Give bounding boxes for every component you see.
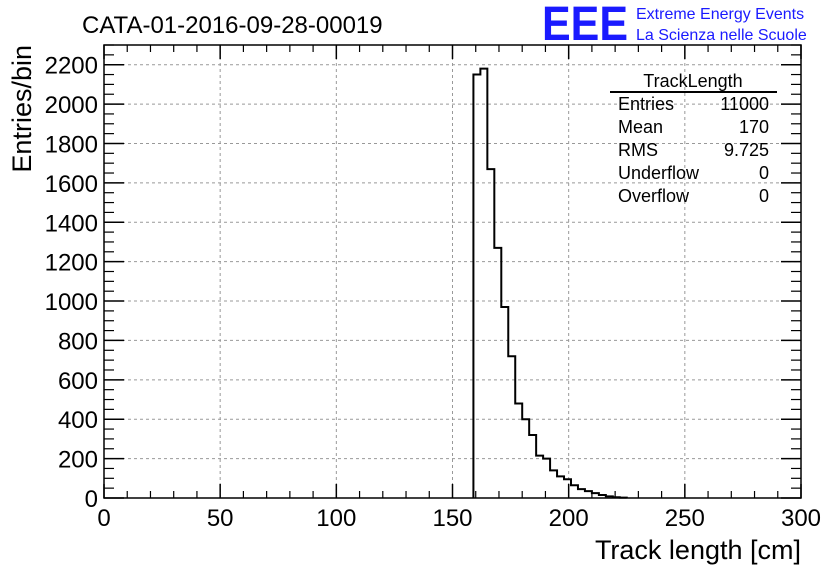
x-tick-label: 250 xyxy=(665,505,705,532)
x-tick-labels: 0 50 100 150 200 250 300 xyxy=(97,505,821,532)
stats-label: Overflow xyxy=(618,186,690,206)
y-tick-label: 1200 xyxy=(45,250,98,277)
stats-box-title: TrackLength xyxy=(643,71,742,91)
stats-label: Underflow xyxy=(618,163,700,183)
y-tick-label: 400 xyxy=(58,407,98,434)
y-axis-label: Entries/bin xyxy=(7,45,37,173)
stats-label: RMS xyxy=(618,140,658,160)
x-tick-label: 100 xyxy=(316,505,356,532)
x-tick-label: 0 xyxy=(97,505,110,532)
stats-label: Mean xyxy=(618,117,663,137)
y-tick-label: 800 xyxy=(58,328,98,355)
axis-ticks xyxy=(103,44,802,499)
y-tick-label: 1600 xyxy=(45,171,98,198)
x-tick-label: 150 xyxy=(432,505,472,532)
stats-value: 0 xyxy=(759,186,769,206)
x-tick-label: 200 xyxy=(549,505,589,532)
x-tick-label: 300 xyxy=(781,505,821,532)
y-tick-label: 1800 xyxy=(45,131,98,158)
y-tick-label: 1400 xyxy=(45,210,98,237)
y-tick-label: 200 xyxy=(58,447,98,474)
stats-label: Entries xyxy=(618,94,674,114)
x-tick-label: 50 xyxy=(207,505,234,532)
stats-value: 0 xyxy=(759,163,769,183)
y-tick-label: 2200 xyxy=(45,53,98,80)
y-tick-label: 600 xyxy=(58,368,98,395)
eee-logo: EEE Extreme Energy Events La Scienza nel… xyxy=(542,0,807,51)
logo-line-2: La Scienza nelle Scuole xyxy=(636,27,807,44)
stats-value: 9.725 xyxy=(724,140,769,160)
stats-value: 11000 xyxy=(720,94,769,114)
y-tick-labels: 0 200 400 600 800 1000 1200 1400 1600 1800 2000 220… xyxy=(45,53,98,513)
logo-mark: EEE xyxy=(542,0,628,51)
stats-value: 170 xyxy=(739,117,769,137)
logo-line-1: Extreme Energy Events xyxy=(636,6,804,23)
stats-box-rows: Entries 11000 Mean 170 RMS 9.725 Underflow 0 Ove… xyxy=(618,94,769,206)
x-axis-label: Track length [cm] xyxy=(595,535,801,565)
y-tick-label: 0 xyxy=(85,486,98,513)
y-tick-label: 2000 xyxy=(45,92,98,119)
y-tick-label: 1000 xyxy=(45,289,98,316)
histogram-line xyxy=(472,67,628,499)
stats-box: TrackLength Entries 11000 Mean 170 RMS 9.725 U… xyxy=(610,71,777,206)
chart-title: CATA-01-2016-09-28-00019 xyxy=(82,12,383,39)
grid-lines xyxy=(104,45,801,498)
